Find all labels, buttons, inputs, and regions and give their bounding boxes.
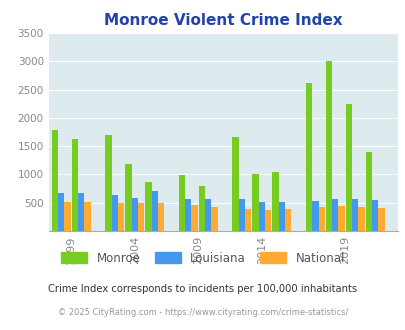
Bar: [145, 182, 151, 231]
Bar: [198, 186, 205, 231]
Bar: [358, 207, 364, 231]
Bar: [52, 130, 58, 231]
Bar: [272, 172, 278, 231]
Bar: [311, 201, 318, 231]
Bar: [252, 174, 258, 231]
Bar: [118, 203, 124, 231]
Bar: [158, 203, 164, 231]
Bar: [258, 202, 264, 231]
Bar: [284, 209, 290, 231]
Bar: [125, 164, 131, 231]
Bar: [138, 203, 144, 231]
Bar: [325, 61, 331, 231]
Bar: [111, 195, 118, 231]
Bar: [179, 175, 185, 231]
Bar: [105, 135, 111, 231]
Bar: [371, 200, 377, 231]
Bar: [338, 206, 344, 231]
Bar: [64, 202, 70, 231]
Bar: [318, 207, 324, 231]
Bar: [264, 210, 271, 231]
Title: Monroe Violent Crime Index: Monroe Violent Crime Index: [104, 13, 342, 28]
Bar: [84, 202, 90, 231]
Bar: [78, 193, 84, 231]
Bar: [131, 198, 138, 231]
Bar: [232, 137, 238, 231]
Bar: [185, 199, 191, 231]
Bar: [365, 152, 371, 231]
Bar: [331, 199, 338, 231]
Bar: [191, 205, 197, 231]
Bar: [305, 83, 311, 231]
Legend: Monroe, Louisiana, National: Monroe, Louisiana, National: [56, 247, 349, 269]
Text: © 2025 CityRating.com - https://www.cityrating.com/crime-statistics/: © 2025 CityRating.com - https://www.city…: [58, 308, 347, 317]
Bar: [151, 191, 158, 231]
Bar: [377, 208, 384, 231]
Bar: [58, 193, 64, 231]
Bar: [351, 199, 358, 231]
Text: Crime Index corresponds to incidents per 100,000 inhabitants: Crime Index corresponds to incidents per…: [48, 284, 357, 294]
Bar: [245, 209, 251, 231]
Bar: [72, 139, 78, 231]
Bar: [211, 207, 217, 231]
Bar: [205, 199, 211, 231]
Bar: [345, 104, 351, 231]
Bar: [238, 199, 245, 231]
Bar: [278, 202, 284, 231]
